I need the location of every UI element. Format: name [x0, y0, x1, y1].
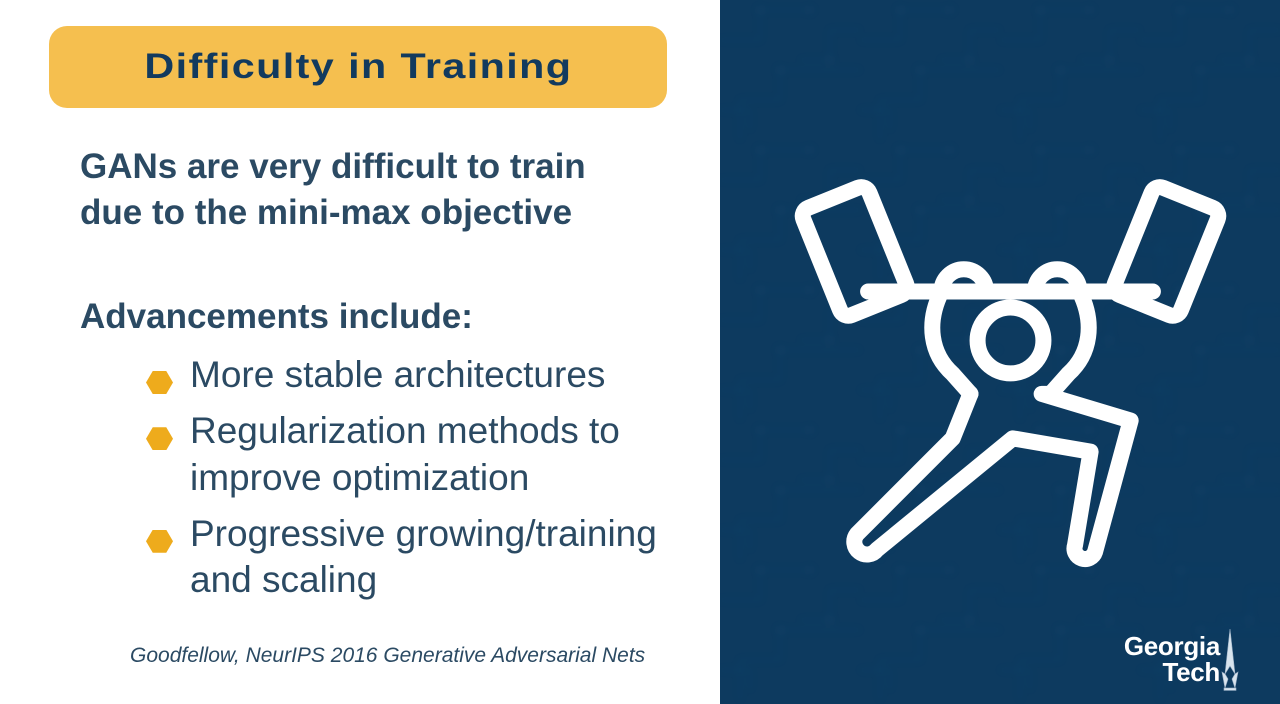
svg-text:Tech: Tech [1162, 657, 1220, 687]
